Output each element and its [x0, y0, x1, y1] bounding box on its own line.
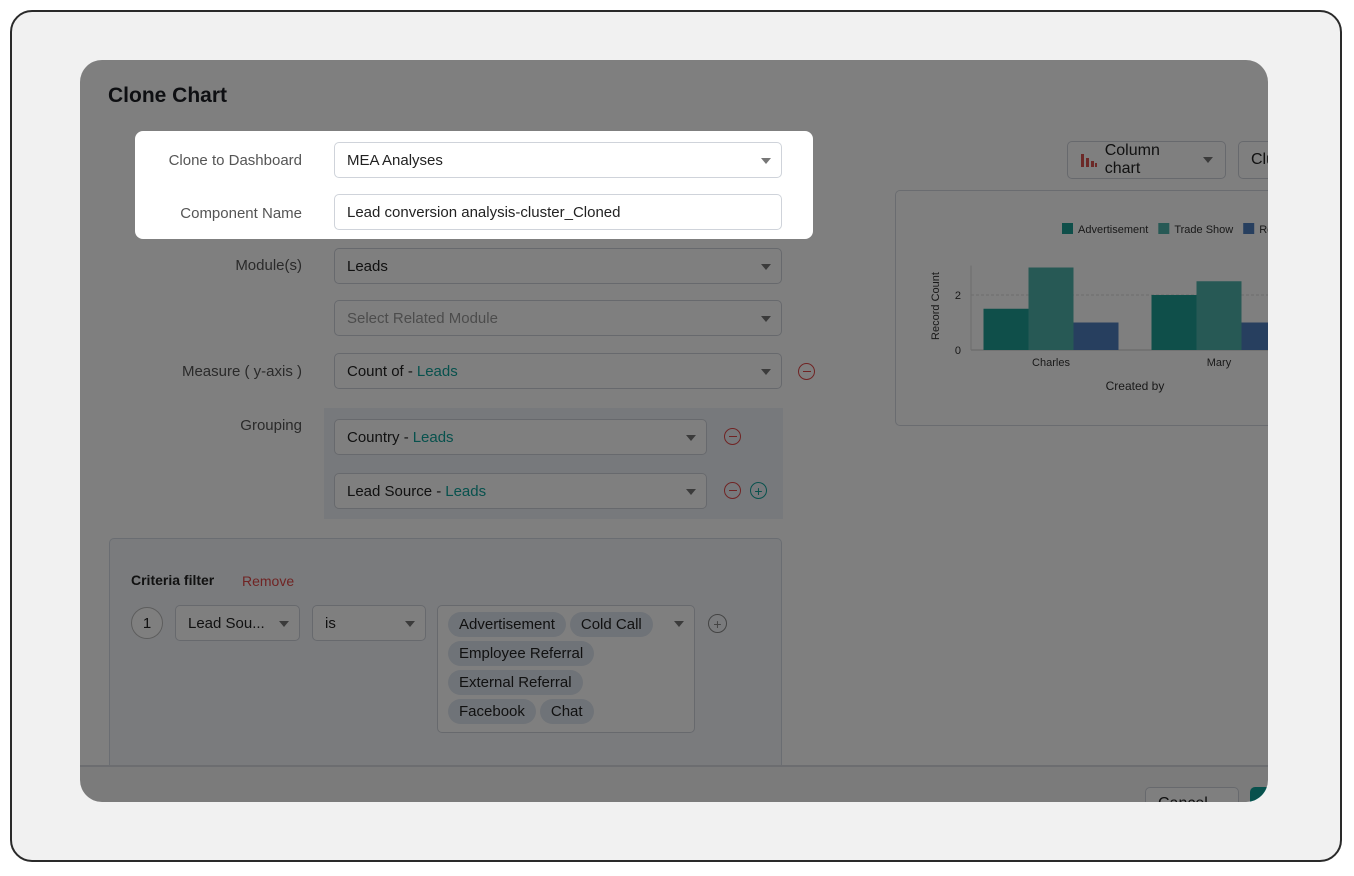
criteria-operator-select[interactable]: is: [312, 605, 426, 641]
legend-label: Trade Show: [1174, 224, 1233, 236]
y-tick-label: 2: [955, 290, 961, 302]
chevron-down-icon: [1203, 157, 1213, 163]
chevron-down-icon: [686, 435, 696, 441]
chevron-down-icon: [279, 621, 289, 627]
chart-subtype-select[interactable]: Clu: [1238, 141, 1268, 179]
chevron-down-icon: [686, 489, 696, 495]
modules-label: Module(s): [235, 257, 302, 274]
y-axis-title: Record Count: [930, 272, 942, 340]
chart-svg: 0 2 Charles Mary Created by Record Count Adver…: [930, 223, 1268, 393]
related-module-select[interactable]: Select Related Module: [334, 300, 782, 336]
highlight-box: Clone to Dashboard MEA Analyses Componen…: [135, 131, 813, 239]
chart-preview-panel: 0 2 Charles Mary Created by Record Count Adver…: [895, 190, 1268, 426]
chevron-down-icon: [761, 369, 771, 375]
value-chip[interactable]: Advertisement: [448, 612, 566, 637]
remove-grouping-icon[interactable]: [724, 428, 741, 445]
value-chip[interactable]: Employee Referral: [448, 641, 595, 666]
dialog-title: Clone Chart: [108, 84, 228, 107]
remove-measure-icon[interactable]: [798, 363, 815, 380]
bar-re: [1073, 322, 1119, 350]
component-name-input[interactable]: [334, 194, 782, 230]
criteria-field-value: Lead Sou...: [188, 614, 265, 632]
grouping-prefix: Lead Source -: [347, 482, 442, 500]
clone-to-dashboard-select[interactable]: MEA Analyses: [334, 142, 782, 178]
remove-criteria-link[interactable]: Remove: [242, 573, 295, 589]
grouping-prefix: Country -: [347, 428, 409, 446]
x-tick-label: Mary: [1207, 357, 1232, 369]
value-chip[interactable]: Cold Call: [569, 612, 653, 637]
screenshot-frame: Clone Chart Module(s) Leads Select Relat…: [10, 10, 1342, 862]
grouping-select-lead-source[interactable]: Lead Source - Leads: [334, 473, 707, 509]
criteria-row-number: 1: [131, 607, 163, 639]
chart-type-label: Column chart: [1104, 142, 1160, 177]
value-chip[interactable]: External Referral: [448, 670, 583, 695]
x-tick-label: Charles: [1032, 357, 1070, 369]
grouping-select-country[interactable]: Country - Leads: [334, 419, 707, 455]
criteria-operator-value: is: [325, 614, 336, 632]
measure-module: Leads: [416, 362, 458, 380]
bar-trade-show: [1196, 281, 1242, 350]
chevron-down-icon: [674, 621, 684, 627]
measure-select[interactable]: Count of - Leads: [334, 353, 782, 389]
clone-to-dashboard-label: Clone to Dashboard: [168, 152, 302, 169]
criteria-title: Criteria filter: [131, 572, 215, 588]
modules-select[interactable]: Leads: [334, 248, 782, 284]
chevron-down-icon: [405, 621, 415, 627]
bar-re: [1241, 322, 1268, 350]
dashboard-value: MEA Analyses: [347, 151, 443, 169]
legend-label: Re: [1259, 224, 1268, 236]
modules-value: Leads: [347, 257, 388, 275]
bar-trade-show: [1028, 267, 1074, 350]
chevron-down-icon: [761, 316, 771, 322]
dialog-footer: Cancel: [80, 765, 1268, 802]
legend-swatch: [1158, 223, 1170, 234]
add-criteria-icon[interactable]: +: [708, 614, 727, 633]
value-chip[interactable]: Facebook: [448, 699, 536, 724]
measure-prefix: Count of -: [347, 362, 413, 380]
legend-label: Advertisement: [1078, 224, 1148, 236]
measure-label: Measure ( y-axis ): [181, 363, 302, 380]
value-chip[interactable]: Chat: [539, 699, 594, 724]
chart-type-select[interactable]: Column chart: [1067, 141, 1226, 179]
criteria-field-select[interactable]: Lead Sou...: [175, 605, 300, 641]
column-chart-icon: [1081, 154, 1097, 167]
y-tick-label: 0: [955, 345, 961, 357]
bar-advertisement: [983, 308, 1029, 350]
grouping-module: Leads: [412, 428, 454, 446]
chevron-down-icon: [761, 158, 771, 164]
save-button[interactable]: [1250, 787, 1268, 802]
criteria-values-multiselect[interactable]: Advertisement Cold Call Employee Referral…: [437, 605, 695, 733]
add-grouping-icon[interactable]: +: [750, 482, 767, 499]
bar-advertisement: [1151, 295, 1197, 350]
clone-chart-dialog: Clone Chart Module(s) Leads Select Relat…: [80, 60, 1268, 802]
remove-grouping-icon[interactable]: [724, 482, 741, 499]
grouping-label: Grouping: [240, 417, 302, 434]
legend-swatch: [1243, 223, 1255, 234]
grouping-module: Leads: [445, 482, 487, 500]
chevron-down-icon: [761, 264, 771, 270]
legend-swatch: [1062, 223, 1073, 234]
cancel-button[interactable]: Cancel: [1145, 787, 1239, 802]
related-module-placeholder: Select Related Module: [347, 309, 498, 327]
component-name-label: Component Name: [180, 205, 302, 222]
x-axis-title: Created by: [1106, 379, 1165, 393]
